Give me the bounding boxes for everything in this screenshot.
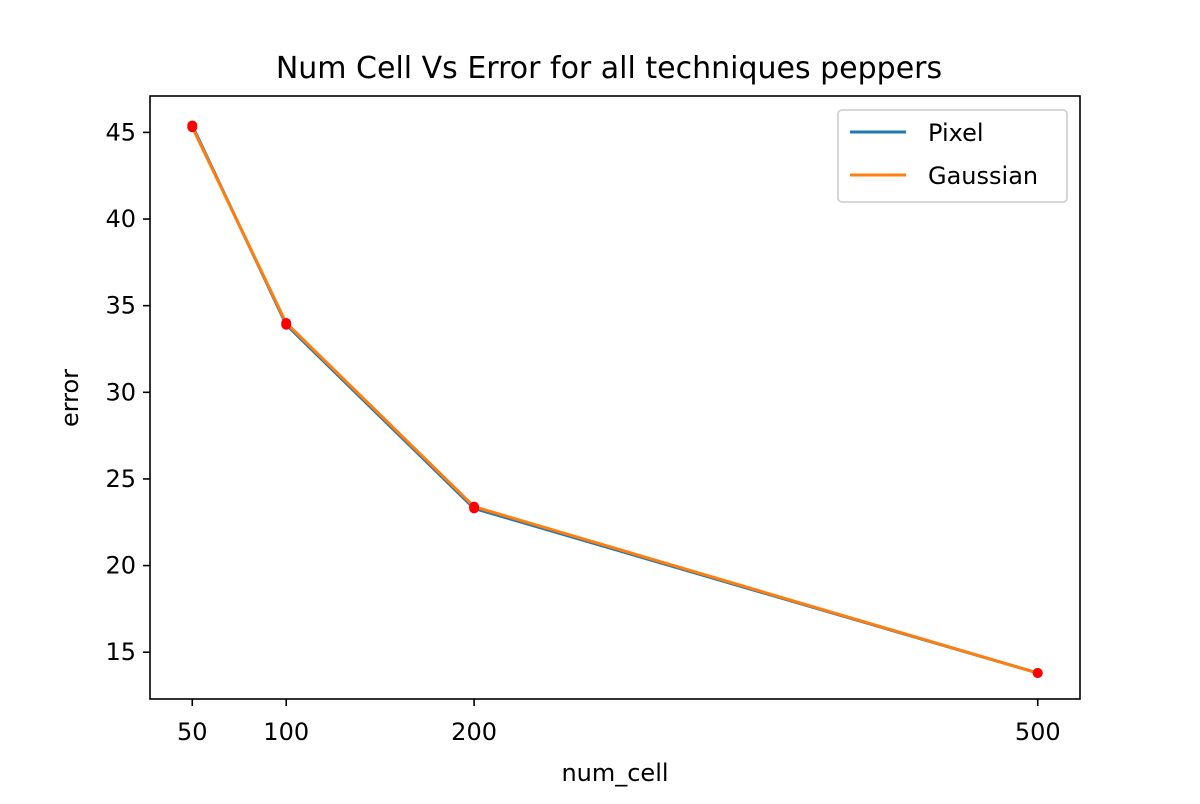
- y-tick-label: 30: [105, 378, 136, 406]
- y-tick-label: 45: [105, 118, 136, 146]
- data-point-marker: [187, 122, 198, 133]
- chart-title: Num Cell Vs Error for all techniques pep…: [276, 51, 942, 86]
- plot-area: 50 100 200 500 15 20 25 30 35 40 45 Pixel Gaussian: [105, 95, 1081, 746]
- y-axis-label: error: [56, 369, 84, 427]
- y-tick-label: 20: [105, 552, 136, 580]
- y-tick-label: 35: [105, 292, 136, 320]
- x-tick-label: 500: [1015, 718, 1061, 746]
- data-point-marker: [281, 317, 292, 328]
- axes-frame: [149, 95, 1081, 700]
- x-tick-label: 100: [263, 718, 309, 746]
- legend-label-pixel: Pixel: [928, 119, 984, 147]
- data-point-marker: [1032, 668, 1043, 679]
- x-tick-label: 50: [177, 718, 208, 746]
- y-tick-label: 15: [105, 638, 136, 666]
- y-tick-label: 40: [105, 205, 136, 233]
- data-point-marker: [469, 501, 480, 512]
- series-line-gaussian: [190, 125, 1040, 675]
- x-axis-label: num_cell: [561, 759, 668, 787]
- y-tick-label: 25: [105, 465, 136, 493]
- legend-label-gaussian: Gaussian: [928, 162, 1038, 190]
- x-tick-label: 200: [451, 718, 497, 746]
